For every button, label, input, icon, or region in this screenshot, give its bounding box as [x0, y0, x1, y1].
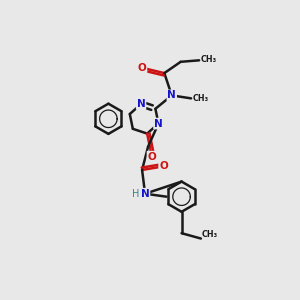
Text: H: H [132, 189, 139, 199]
Text: O: O [148, 152, 156, 162]
Text: CH₃: CH₃ [193, 94, 209, 103]
Text: CH₃: CH₃ [202, 230, 218, 239]
Text: N: N [137, 99, 146, 109]
Text: O: O [159, 161, 168, 171]
Text: CH₃: CH₃ [201, 55, 217, 64]
Text: O: O [138, 63, 146, 73]
Text: N: N [141, 189, 149, 199]
Text: N: N [167, 90, 176, 100]
Text: N: N [154, 118, 163, 129]
